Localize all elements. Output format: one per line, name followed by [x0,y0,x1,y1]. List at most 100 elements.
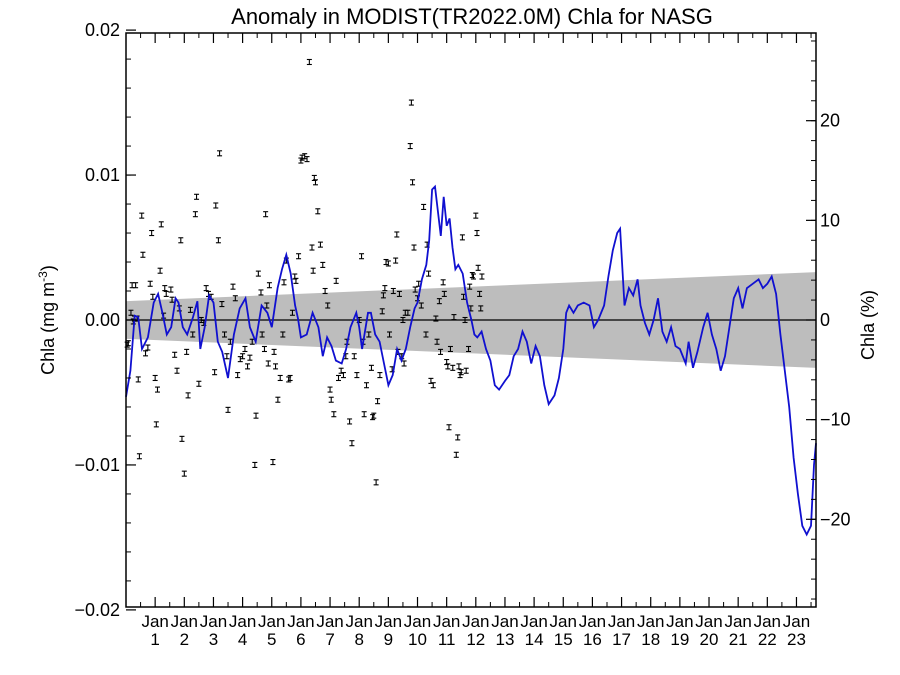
data-point [178,237,184,244]
left-tick-label: −0.01 [74,455,120,475]
data-point [446,424,452,431]
x-tick-year: 22 [758,630,777,649]
data-point [145,344,151,351]
data-point [154,386,160,393]
left-tick-label: 0.01 [85,165,120,185]
data-point [280,331,286,338]
data-point [469,272,475,279]
data-point [169,296,175,303]
data-point [401,360,407,367]
data-point [447,345,453,353]
data-point [361,411,367,418]
x-tick-month: Jan [579,612,606,631]
data-point [441,290,447,297]
data-point [296,253,302,260]
data-point [217,150,223,157]
data-point [181,470,187,477]
x-tick-month: Jan [287,612,314,631]
data-point [475,264,481,271]
left-tick-label: −0.02 [74,600,120,620]
data-point [438,348,444,355]
x-tick-year: 16 [583,630,602,649]
data-point [368,364,374,371]
data-point [322,287,328,295]
data-point [351,353,357,360]
data-point [423,331,429,338]
data-point [215,237,221,244]
data-point [271,348,277,355]
data-point [325,302,331,309]
data-point [462,316,468,324]
x-tick-year: 4 [238,630,247,649]
data-point [306,58,312,66]
data-point [379,308,385,315]
data-point [232,295,238,302]
data-point [470,273,476,280]
data-point [245,363,251,370]
data-point [373,479,379,486]
data-point [184,348,190,355]
data-point [128,309,134,316]
data-point [263,211,269,218]
data-point [333,277,339,284]
data-point [136,453,142,460]
data-point [242,345,248,353]
x-tick-year: 11 [438,630,456,649]
data-point [225,406,231,413]
data-point [224,353,230,360]
data-point [150,293,156,300]
x-tick-month: Jan [520,612,547,631]
right-tick-label: 20 [820,111,840,131]
data-point [152,374,158,382]
left-axis-ticks: 0.02 0.01 0.00 −0.01 −0.02 [74,20,136,620]
data-point [219,301,225,308]
data-point [377,372,383,379]
data-point [310,267,316,274]
data-point [340,372,346,379]
data-point [270,459,276,466]
data-point [194,193,200,200]
data-point [240,353,246,360]
data-point [135,376,141,383]
data-point [190,331,196,338]
data-point [129,282,135,289]
x-tick-month: Jan [258,612,285,631]
data-point [418,302,424,309]
data-point [390,287,396,295]
data-point [222,331,228,338]
data-point [273,363,279,370]
data-point [315,208,321,215]
data-point [213,202,219,209]
data-point [162,285,168,292]
data-point [477,290,483,297]
data-point [407,143,413,150]
data-point [203,285,209,292]
data-point [466,345,472,353]
data-point [436,298,442,305]
x-tick-year: 3 [209,630,218,649]
left-tick-label: 0.02 [85,20,120,40]
x-tick-month: Jan [375,612,402,631]
data-point [157,267,163,274]
x-tick-month: Jan [550,612,577,631]
data-point [400,316,406,324]
data-point [383,258,389,266]
data-point [371,412,377,419]
data-point [412,286,418,293]
data-point [453,451,459,458]
data-point [253,412,259,419]
data-point [235,372,241,379]
left-axis-label: Chla (mg m-3) [36,265,58,375]
data-point [147,280,153,287]
x-tick-month: Jan [695,612,722,631]
data-point [347,418,353,425]
data-point [394,231,400,238]
x-tick-month: Jan [433,612,460,631]
data-point [474,229,480,237]
data-point [264,302,270,309]
x-tick-month: Jan [637,612,664,631]
right-tick-label: 0 [820,310,830,330]
data-point [366,331,372,338]
data-point [196,380,202,387]
right-tick-label: −20 [820,509,851,529]
